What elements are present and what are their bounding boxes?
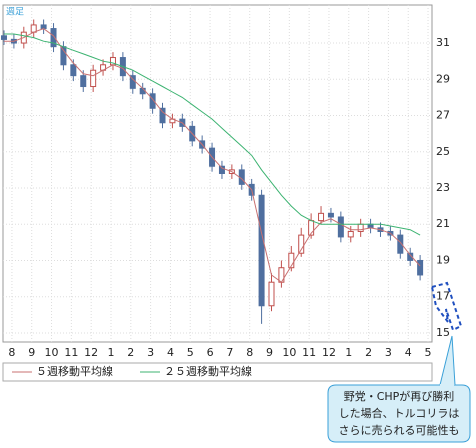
x-tick-label: 3 bbox=[385, 346, 392, 359]
x-tick-label: 4 bbox=[167, 346, 174, 359]
candle-body bbox=[347, 230, 354, 238]
legend-label: ５週移動平均線 bbox=[36, 364, 113, 378]
y-tick-label: 25 bbox=[436, 145, 450, 158]
x-tick-label: 2 bbox=[365, 346, 372, 359]
legend-frame bbox=[2, 362, 433, 382]
candle-body bbox=[40, 24, 47, 30]
candle-body bbox=[417, 259, 424, 276]
candle-body bbox=[60, 46, 67, 66]
x-tick-label: 3 bbox=[147, 346, 154, 359]
callout bbox=[327, 384, 471, 443]
y-tick-label: 21 bbox=[436, 217, 450, 230]
y-tick-label: 15 bbox=[436, 326, 450, 339]
x-tick-label: 11 bbox=[302, 346, 316, 359]
y-tick-label: 17 bbox=[436, 290, 450, 303]
candle-body bbox=[288, 252, 295, 269]
plot-frame bbox=[2, 4, 433, 343]
x-tick-label: 12 bbox=[322, 346, 336, 359]
x-tick-label: 1 bbox=[107, 346, 114, 359]
candle-body bbox=[80, 75, 87, 88]
candle-body bbox=[337, 216, 344, 238]
y-tick-label: 27 bbox=[436, 109, 450, 122]
callout-joint bbox=[440, 384, 454, 387]
candle-body bbox=[397, 234, 404, 254]
x-tick-label: 4 bbox=[405, 346, 412, 359]
candle-body bbox=[159, 107, 166, 124]
annotation-line: 野党・CHPが再び勝利 bbox=[344, 389, 455, 403]
candle-body bbox=[218, 165, 225, 174]
candle-body bbox=[327, 212, 334, 218]
x-tick-label: 1 bbox=[345, 346, 352, 359]
candle-body bbox=[268, 281, 275, 307]
x-tick-label: 9 bbox=[266, 346, 273, 359]
x-tick-label: 2 bbox=[127, 346, 134, 359]
y-tick-label: 23 bbox=[436, 181, 450, 194]
x-tick-label: 8 bbox=[246, 346, 253, 359]
x-tick-label: 10 bbox=[45, 346, 59, 359]
candle-body bbox=[298, 234, 305, 254]
candle-body bbox=[0, 35, 7, 40]
ma-line bbox=[4, 28, 421, 283]
candle-body bbox=[258, 194, 265, 307]
callout-pointer bbox=[439, 335, 456, 386]
candle-body bbox=[318, 212, 325, 222]
candle-body bbox=[357, 223, 364, 232]
candle-body bbox=[139, 87, 146, 95]
x-tick-label: 7 bbox=[226, 346, 233, 359]
annotation-line: した場合、トルコリラは bbox=[339, 406, 460, 420]
legend-label: ２５週移動平均線 bbox=[164, 364, 252, 378]
x-tick-label: 10 bbox=[282, 346, 296, 359]
period-label: 週足 bbox=[6, 7, 24, 18]
x-tick-label: 9 bbox=[28, 346, 35, 359]
annotation-line: さらに売られる可能性も bbox=[339, 423, 460, 437]
x-tick-label: 6 bbox=[207, 346, 214, 359]
candle-body bbox=[50, 28, 57, 48]
x-tick-label: 5 bbox=[425, 346, 432, 359]
candle-body bbox=[407, 252, 414, 261]
candle-body bbox=[149, 93, 156, 109]
x-tick-label: 5 bbox=[187, 346, 194, 359]
x-tick-label: 8 bbox=[8, 346, 15, 359]
x-tick-label: 11 bbox=[64, 346, 78, 359]
candle-body bbox=[367, 223, 374, 229]
ma-line bbox=[4, 33, 421, 236]
candle-body bbox=[70, 64, 77, 77]
arrow bbox=[430, 281, 463, 332]
y-tick-label: 31 bbox=[436, 36, 450, 49]
y-tick-label: 29 bbox=[436, 72, 450, 85]
candle-body bbox=[90, 69, 97, 88]
x-tick-label: 12 bbox=[84, 346, 98, 359]
y-tick-label: 19 bbox=[436, 253, 450, 266]
